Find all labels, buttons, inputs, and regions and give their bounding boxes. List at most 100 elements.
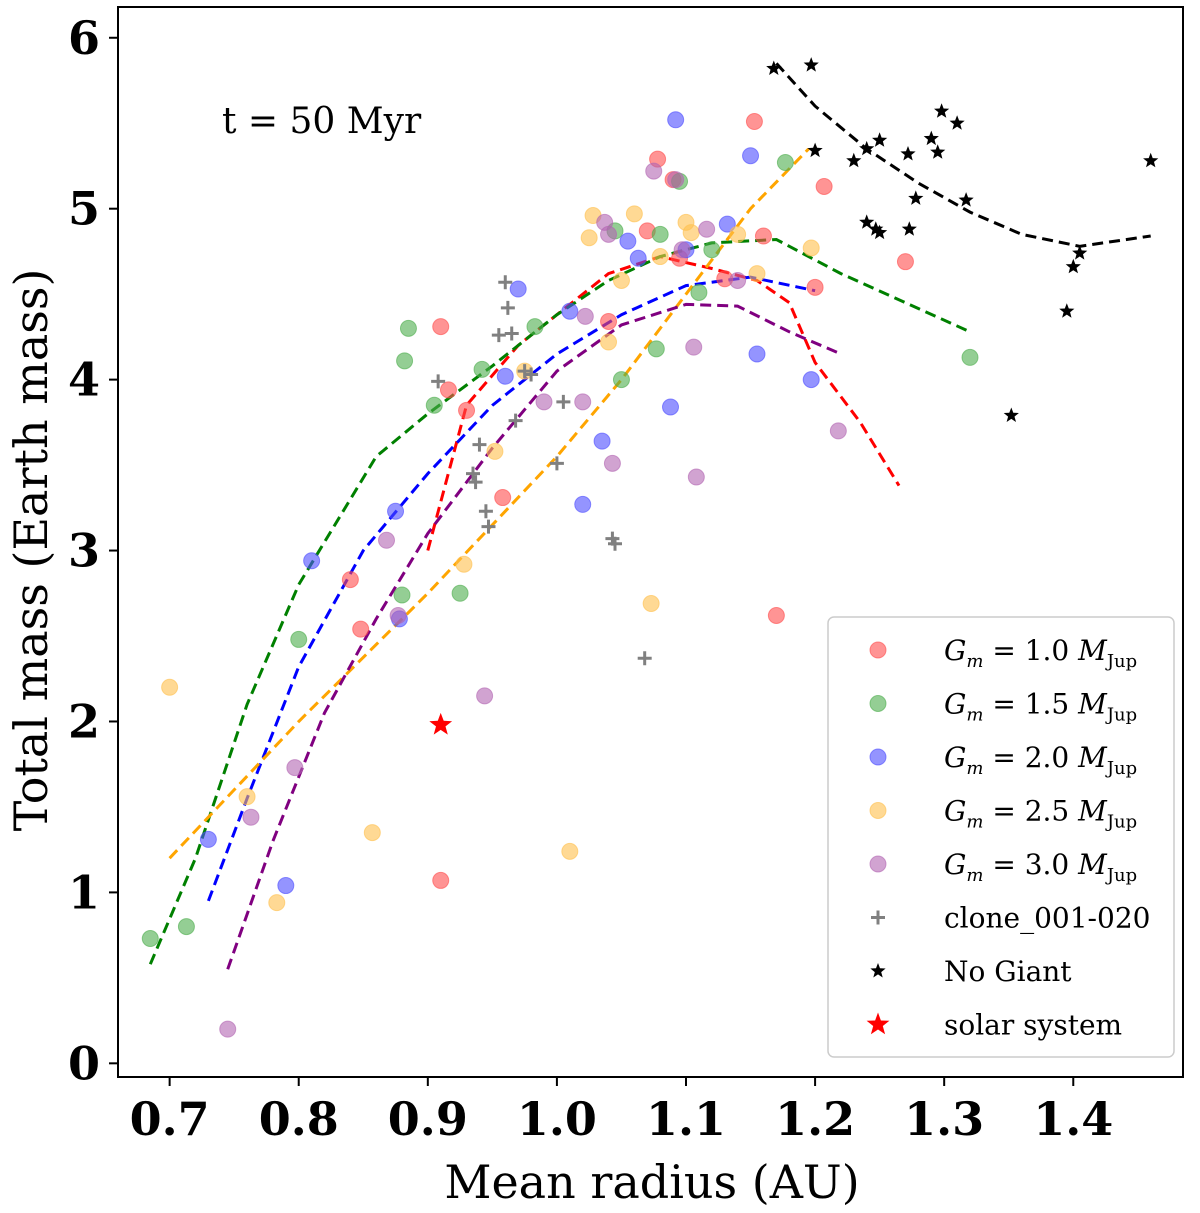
legend-marker — [869, 748, 887, 766]
star-point — [1059, 303, 1075, 318]
legend-text-part: = 1.0 — [983, 634, 1078, 667]
circle-point — [767, 606, 785, 624]
plus-point — [549, 456, 564, 471]
legend-entry: Gm = 2.0 MJup — [944, 741, 1137, 779]
legend-entry: Gm = 3.0 MJup — [944, 848, 1137, 886]
legend-text-part: m — [966, 865, 983, 886]
star-point — [958, 192, 974, 207]
data-points — [141, 57, 1159, 1038]
circle-point — [806, 278, 824, 296]
circle-point — [776, 154, 794, 172]
legend-box — [827, 616, 1175, 1058]
plus-point — [524, 367, 539, 382]
star-point — [901, 221, 917, 236]
fit-line — [168, 147, 810, 860]
x-tick-label: 0.7 — [130, 1092, 210, 1146]
star-point — [900, 146, 916, 161]
legend-text-part: M — [1077, 848, 1108, 881]
plus-point — [500, 300, 515, 315]
legend-entry: No Giant — [944, 955, 1072, 988]
star-point — [1143, 152, 1159, 168]
circle-point — [286, 759, 304, 777]
circle-point — [303, 552, 321, 570]
circle-point — [593, 432, 611, 450]
star-point — [908, 190, 924, 205]
star-point — [803, 57, 819, 72]
circle-point — [396, 352, 414, 370]
legend-text-part: m — [966, 758, 983, 779]
circle-point — [352, 620, 370, 638]
y-tick-label: 0 — [68, 1036, 100, 1090]
circle-point — [574, 393, 592, 411]
circle-point — [399, 319, 417, 337]
circle-point — [219, 1020, 237, 1038]
legend-text-part: Jup — [1105, 705, 1137, 726]
star-point — [934, 103, 950, 118]
circle-point — [651, 225, 669, 243]
circle-point — [378, 531, 396, 549]
fit-line — [226, 302, 842, 970]
circle-point — [600, 225, 618, 243]
legend-marker — [870, 963, 886, 978]
circle-point — [612, 271, 630, 289]
fit-line — [775, 62, 1151, 248]
circle-point — [177, 918, 195, 936]
circle-point — [754, 227, 772, 245]
star-point — [923, 130, 939, 146]
circle-point — [432, 871, 450, 889]
axis-ticks: 0.7 0.8 0.9 1.0 1.1 1.2 1.3 1.4 0 1 2 3 4 5 6 — [68, 11, 1113, 1146]
legend-text-part: G — [944, 634, 966, 667]
circle-point — [619, 232, 637, 250]
x-tick-label: 0.8 — [259, 1092, 339, 1146]
legend-text-part: = 2.5 — [983, 795, 1078, 828]
plus-point — [466, 466, 480, 481]
circle-point — [667, 171, 685, 189]
circle-point — [603, 454, 621, 472]
circle-point — [645, 162, 663, 180]
plus-point — [481, 519, 496, 534]
plus-point — [472, 437, 487, 452]
circle-point — [802, 239, 820, 257]
y-tick-label: 3 — [68, 524, 100, 578]
star-point — [846, 152, 862, 168]
y-tick-label: 5 — [68, 182, 100, 236]
star-point — [1072, 245, 1088, 260]
star-point — [429, 712, 453, 735]
fit-line — [148, 237, 971, 965]
y-tick-label: 1 — [68, 865, 100, 919]
y-tick-label: 6 — [68, 11, 100, 65]
x-tick-label: 1.4 — [1033, 1092, 1113, 1146]
legend-text-part: Jup — [1105, 812, 1137, 833]
circle-point — [667, 111, 685, 129]
y-axis-label: Total mass (Earth mass) — [4, 269, 58, 832]
circle-point — [425, 396, 443, 414]
circle-point — [473, 360, 491, 378]
legend-text-part: M — [1077, 634, 1108, 667]
legend-text-part: Jup — [1105, 865, 1137, 886]
circle-point — [199, 830, 217, 848]
circle-point — [238, 788, 256, 806]
circle-point — [389, 606, 407, 624]
circle-point — [387, 502, 405, 520]
star-point — [1065, 258, 1081, 274]
circle-point — [455, 555, 473, 573]
circle-point — [574, 495, 592, 513]
legend-entry: Gm = 1.0 MJup — [944, 634, 1137, 672]
star-point — [872, 224, 888, 240]
circle-point — [698, 220, 716, 238]
plus-point — [491, 328, 506, 343]
circle-point — [685, 338, 703, 356]
legend-text-part: M — [1077, 795, 1108, 828]
circle-point — [432, 318, 450, 336]
legend-marker — [869, 641, 887, 659]
x-tick-label: 1.1 — [646, 1092, 726, 1146]
circle-point — [703, 241, 721, 259]
legend-text-part: M — [1077, 741, 1108, 774]
time-annotation: t = 50 Myr — [222, 101, 422, 142]
star-point — [859, 140, 875, 156]
circle-point — [742, 147, 760, 165]
circle-point — [961, 348, 979, 366]
star-point — [807, 142, 823, 158]
circle-point — [682, 224, 700, 242]
